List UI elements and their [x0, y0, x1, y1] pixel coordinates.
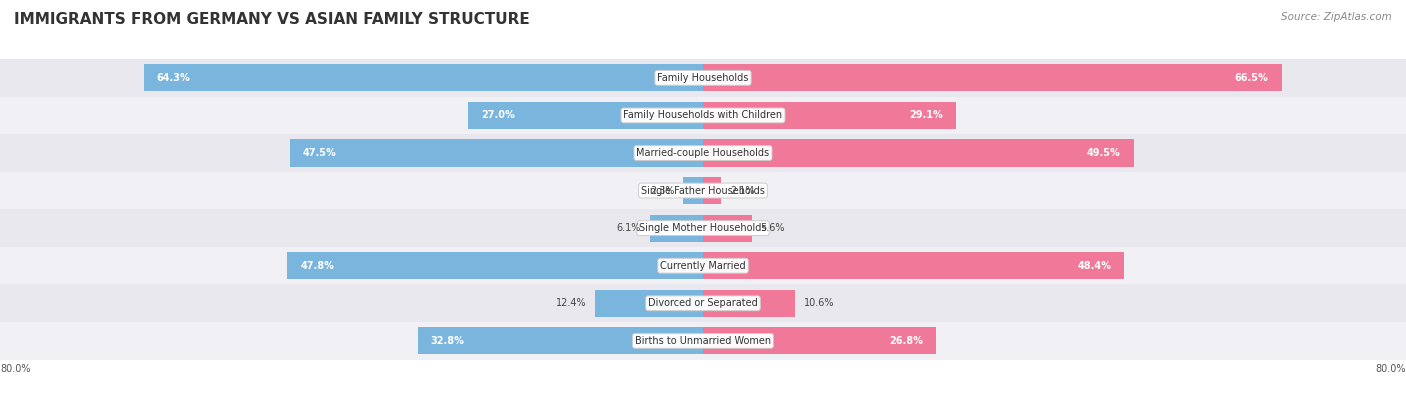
Text: 5.6%: 5.6% [761, 223, 785, 233]
Bar [683, 177, 703, 204]
Text: 10.6%: 10.6% [804, 298, 834, 308]
Bar [703, 102, 956, 129]
Text: 49.5%: 49.5% [1087, 148, 1121, 158]
Text: 80.0%: 80.0% [0, 364, 31, 374]
Text: Currently Married: Currently Married [661, 261, 745, 271]
Text: 64.3%: 64.3% [156, 73, 190, 83]
Text: Births to Unmarried Women: Births to Unmarried Women [636, 336, 770, 346]
Bar [290, 139, 703, 167]
Bar [703, 139, 1133, 167]
Text: 48.4%: 48.4% [1077, 261, 1111, 271]
Text: 66.5%: 66.5% [1234, 73, 1268, 83]
Text: 2.1%: 2.1% [730, 186, 755, 196]
Bar [595, 290, 703, 317]
Text: 47.5%: 47.5% [302, 148, 336, 158]
Text: 2.3%: 2.3% [650, 186, 675, 196]
Bar [650, 214, 703, 242]
Text: 26.8%: 26.8% [889, 336, 924, 346]
Bar [287, 252, 703, 279]
Text: 12.4%: 12.4% [555, 298, 586, 308]
Text: 6.1%: 6.1% [617, 223, 641, 233]
Bar [0, 134, 1406, 172]
Bar [703, 64, 1282, 91]
Legend: Immigrants from Germany, Asian: Immigrants from Germany, Asian [581, 394, 825, 395]
Text: 27.0%: 27.0% [481, 111, 515, 120]
Bar [0, 284, 1406, 322]
Bar [143, 64, 703, 91]
Bar [0, 247, 1406, 284]
Bar [0, 97, 1406, 134]
Bar [703, 327, 936, 354]
Text: IMMIGRANTS FROM GERMANY VS ASIAN FAMILY STRUCTURE: IMMIGRANTS FROM GERMANY VS ASIAN FAMILY … [14, 12, 530, 27]
Text: 32.8%: 32.8% [430, 336, 464, 346]
Text: Family Households: Family Households [658, 73, 748, 83]
Text: 47.8%: 47.8% [299, 261, 335, 271]
Text: Source: ZipAtlas.com: Source: ZipAtlas.com [1281, 12, 1392, 22]
Bar [703, 214, 752, 242]
Bar [0, 172, 1406, 209]
Text: 29.1%: 29.1% [910, 111, 943, 120]
Bar [703, 252, 1125, 279]
Bar [0, 322, 1406, 359]
Bar [418, 327, 703, 354]
Text: Divorced or Separated: Divorced or Separated [648, 298, 758, 308]
Bar [703, 290, 796, 317]
Text: Family Households with Children: Family Households with Children [623, 111, 783, 120]
Bar [0, 59, 1406, 97]
Text: Single Father Households: Single Father Households [641, 186, 765, 196]
Text: 80.0%: 80.0% [1375, 364, 1406, 374]
Bar [0, 209, 1406, 247]
Text: Married-couple Households: Married-couple Households [637, 148, 769, 158]
Bar [468, 102, 703, 129]
Bar [703, 177, 721, 204]
Text: Single Mother Households: Single Mother Households [640, 223, 766, 233]
